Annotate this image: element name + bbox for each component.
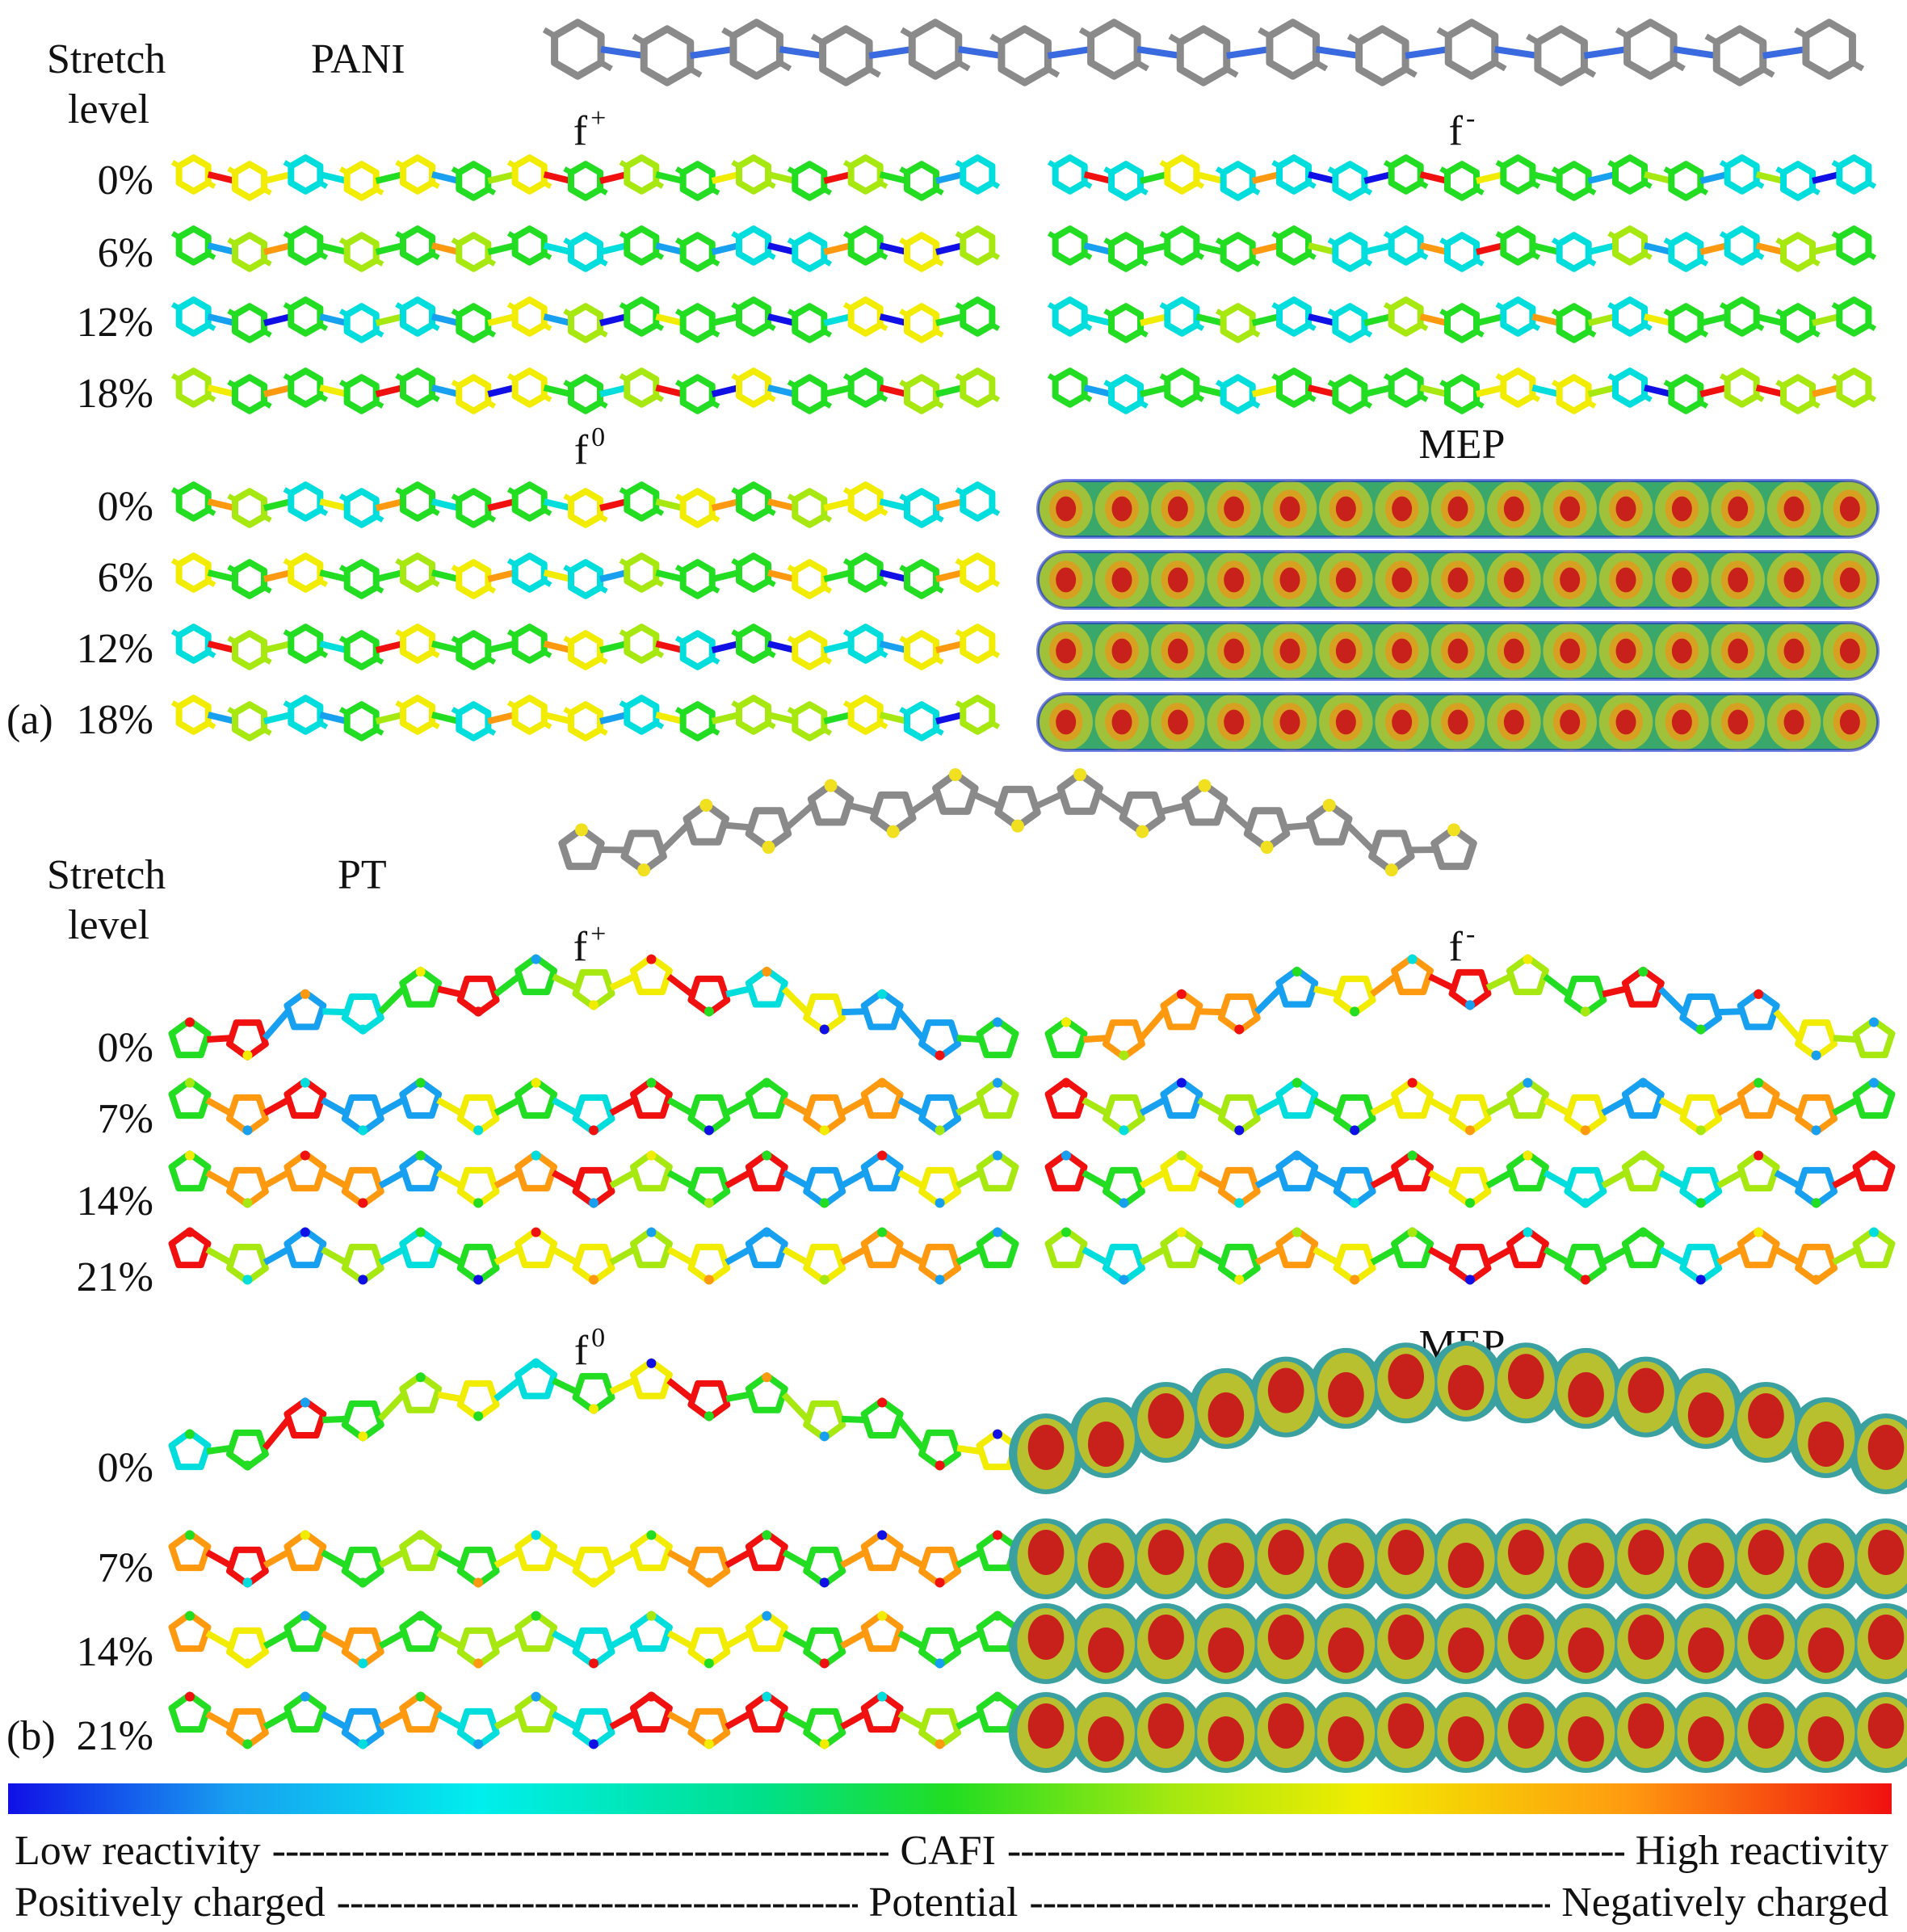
level-b-2: 14% — [76, 1178, 153, 1224]
level-a-5: 6% — [97, 555, 153, 601]
level-a-4: 0% — [97, 484, 153, 530]
pani-mep-image — [1036, 479, 1880, 752]
panel-label-a: (a) — [6, 697, 53, 743]
level-label-a: level — [68, 86, 150, 132]
polymer-name-a: PANI — [311, 36, 405, 82]
level-b-6: 14% — [76, 1629, 153, 1675]
pani-f-minus-image — [1047, 154, 1877, 414]
level-b-1: 7% — [97, 1096, 153, 1142]
pt-f-plus-image — [168, 954, 1019, 1285]
pani-structure-image — [542, 19, 1865, 86]
level-b-4: 0% — [97, 1445, 153, 1491]
level-b-3: 21% — [76, 1254, 153, 1300]
level-b-5: 7% — [97, 1545, 153, 1591]
pt-structure-image — [558, 768, 1477, 877]
level-b-0: 0% — [97, 1025, 153, 1071]
pani-f-zero-image — [170, 481, 1001, 741]
reactivity-colorbar — [8, 1783, 1892, 1814]
legend-reactivity-row: Low reactivity -------------------------… — [15, 1828, 1889, 1874]
level-a-2: 12% — [76, 300, 153, 346]
f-minus-title-b: f- — [1448, 919, 1476, 970]
legend-positively-charged: Positively charged — [15, 1880, 326, 1926]
f-minus-title-a: f- — [1448, 103, 1476, 154]
f-plus-title-a: f + — [573, 103, 607, 154]
legend-negatively-charged: Negatively charged — [1561, 1880, 1889, 1926]
stretch-label-b: Stretch — [47, 852, 166, 898]
legend-high-reactivity: High reactivity — [1635, 1828, 1889, 1874]
level-label-b: level — [68, 902, 150, 948]
level-a-0: 0% — [97, 158, 153, 204]
mep-title-a: MEP — [1418, 422, 1506, 468]
panel-label-b: (b) — [6, 1713, 56, 1759]
f-plus-title-b: f + — [573, 919, 607, 970]
legend-potential: Potential — [868, 1880, 1019, 1926]
pt-f-zero-image — [168, 1358, 1019, 1749]
legend-potential-row: Positively charged ---------------------… — [15, 1880, 1889, 1926]
stretch-label-a: Stretch — [47, 36, 166, 82]
level-a-3: 18% — [76, 371, 153, 417]
pt-f-minus-image — [1044, 954, 1896, 1285]
level-a-1: 6% — [97, 230, 153, 276]
polymer-name-b: PT — [338, 852, 387, 898]
level-b-7: 21% — [76, 1713, 153, 1759]
level-a-7: 18% — [76, 697, 153, 743]
legend-cafi: CAFI — [900, 1828, 996, 1874]
legend-low-reactivity: Low reactivity — [15, 1828, 261, 1874]
level-a-6: 12% — [76, 626, 153, 672]
pani-f-plus-image — [170, 154, 1001, 414]
pt-mep-image — [1008, 1341, 1907, 1773]
